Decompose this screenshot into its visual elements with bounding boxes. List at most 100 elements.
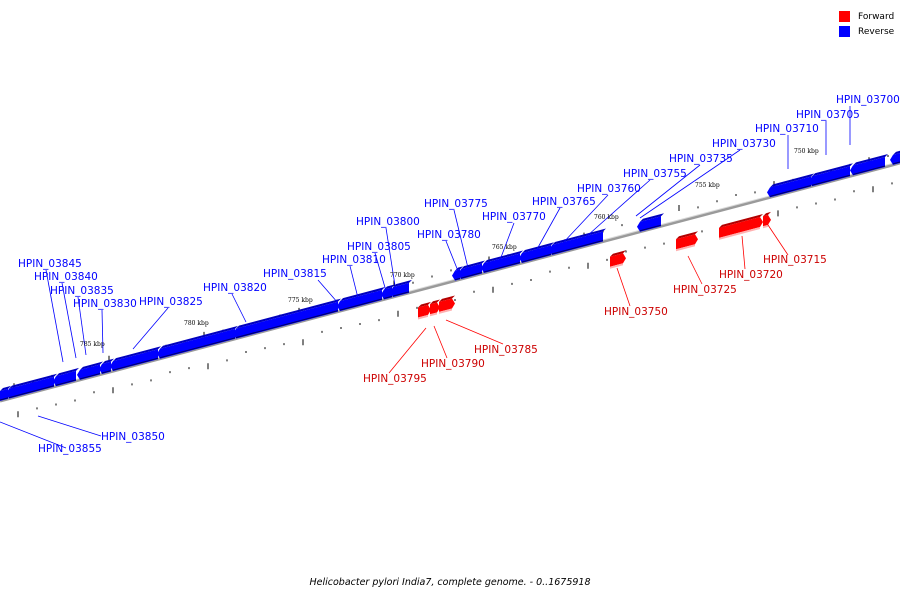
gene-leader-line bbox=[61, 282, 77, 359]
gene-shadow bbox=[439, 308, 452, 314]
gene-label-hpin_03785[interactable]: HPIN_03785 bbox=[474, 344, 538, 356]
gene-label-hpin_03715[interactable]: HPIN_03715 bbox=[763, 254, 827, 266]
gene-label-hpin_03750[interactable]: HPIN_03750 bbox=[604, 306, 668, 318]
gene-hpin_03805-block[interactable] bbox=[381, 284, 395, 300]
gene-edge bbox=[454, 277, 461, 281]
gene-top-face bbox=[393, 279, 412, 288]
gene-edge bbox=[892, 161, 900, 165]
gene-label-hpin_03855[interactable]: HPIN_03855 bbox=[38, 443, 102, 455]
gene-top-face bbox=[418, 301, 431, 308]
gene-hpin_03800-block[interactable] bbox=[390, 279, 412, 298]
scale-label: 785 kbp bbox=[80, 341, 105, 348]
gene-front-face bbox=[574, 231, 603, 249]
gene-label-hpin_03735[interactable]: HPIN_03735 bbox=[669, 153, 733, 165]
gene-hpin_03850-block[interactable] bbox=[0, 385, 11, 401]
gene-top-face bbox=[719, 214, 763, 228]
gene-top-face bbox=[676, 231, 698, 240]
gene-leader-line bbox=[635, 164, 701, 217]
gene-hpin_03810-block[interactable] bbox=[337, 286, 385, 312]
gene-label-hpin_03790[interactable]: HPIN_03790 bbox=[421, 358, 485, 370]
legend-item-forward: Forward bbox=[839, 9, 894, 24]
gene-hpin_03825-block[interactable] bbox=[110, 346, 161, 372]
gene-hpin_03820-block[interactable] bbox=[157, 325, 238, 359]
gene-label-hpin_03840[interactable]: HPIN_03840 bbox=[34, 271, 98, 283]
gene-edge bbox=[639, 224, 662, 232]
gene-label-hpin_03770[interactable]: HPIN_03770 bbox=[482, 211, 546, 223]
gene-label-hpin_03820[interactable]: HPIN_03820 bbox=[203, 282, 267, 294]
gene-label-hpin_03700[interactable]: HPIN_03700 bbox=[836, 94, 900, 106]
gene-label-hpin_03810[interactable]: HPIN_03810 bbox=[322, 254, 386, 266]
gene-labels: HPIN_03700 HPIN_03705 HPIN_03710 HPIN_03730… bbox=[18, 94, 900, 455]
gene-top-face bbox=[853, 153, 888, 166]
gene-label-hpin_03815[interactable]: HPIN_03815 bbox=[263, 268, 327, 280]
gene-leader-line bbox=[374, 252, 387, 292]
gene-leader-line bbox=[765, 221, 789, 256]
gene-hpin_03770-block[interactable] bbox=[481, 250, 523, 274]
gene-hpin_03840-block[interactable] bbox=[53, 367, 79, 387]
gene-front-face bbox=[430, 302, 440, 315]
legend: Forward Reverse bbox=[839, 9, 894, 39]
gene-leader-line bbox=[499, 222, 515, 261]
gene-hpin_03835-block[interactable] bbox=[77, 361, 103, 380]
scale-label: 765 kbp bbox=[492, 244, 517, 251]
gene-label-hpin_03845[interactable]: HPIN_03845 bbox=[18, 258, 82, 270]
gene-label-hpin_03720[interactable]: HPIN_03720 bbox=[719, 269, 783, 281]
gene-top-face bbox=[640, 213, 664, 222]
gene-label-hpin_03780[interactable]: HPIN_03780 bbox=[417, 229, 481, 241]
gene-hpin_03735-block[interactable] bbox=[637, 213, 664, 232]
gene-leader-line bbox=[317, 279, 339, 304]
gene-label-hpin_03825[interactable]: HPIN_03825 bbox=[139, 296, 203, 308]
gene-hpin_03710-block[interactable] bbox=[809, 163, 853, 187]
gene-label-hpin_03725[interactable]: HPIN_03725 bbox=[673, 284, 737, 296]
gene-top-face bbox=[455, 266, 463, 271]
gene-hpin_03775-block[interactable] bbox=[458, 260, 485, 280]
gene-top-face bbox=[812, 163, 853, 177]
gene-hpin_03815-block[interactable] bbox=[233, 298, 341, 339]
gene-hpin_03755-block[interactable] bbox=[574, 228, 606, 249]
gene-hpin_03715-block[interactable] bbox=[763, 211, 771, 229]
gene-edge bbox=[112, 357, 159, 371]
gene-front-face bbox=[381, 287, 392, 300]
gene-edge bbox=[811, 174, 851, 186]
gene-label-hpin_03775[interactable]: HPIN_03775 bbox=[424, 198, 488, 210]
gene-hpin_03750-block[interactable] bbox=[610, 250, 626, 269]
gene-label-hpin_03765[interactable]: HPIN_03765 bbox=[532, 196, 596, 208]
gene-label-hpin_03760[interactable]: HPIN_03760 bbox=[577, 183, 641, 195]
gene-front-face bbox=[418, 304, 431, 318]
gene-hpin_03845-block[interactable] bbox=[6, 373, 57, 399]
gene-label-hpin_03730[interactable]: HPIN_03730 bbox=[712, 138, 776, 150]
gene-label-hpin_03800[interactable]: HPIN_03800 bbox=[356, 216, 420, 228]
forward-swatch bbox=[839, 11, 850, 22]
gene-label-hpin_03835[interactable]: HPIN_03835 bbox=[50, 285, 114, 297]
gene-hpin_03780-block[interactable] bbox=[452, 266, 463, 281]
scale-labels: 785 kbp 780 kbp 775 kbp 770 kbp 765 kbp 760 k… bbox=[80, 148, 819, 348]
gene-hpin_03705-block[interactable] bbox=[850, 153, 888, 176]
gene-leader-line bbox=[433, 325, 448, 359]
gene-leader-line bbox=[101, 309, 104, 354]
gene-hpin_03700-block[interactable] bbox=[890, 150, 900, 165]
gene-hpin_03785-block[interactable] bbox=[439, 295, 455, 314]
gene-hpin_03725-block[interactable] bbox=[676, 231, 698, 252]
gene-front-face bbox=[676, 234, 698, 250]
gene-label-hpin_03755[interactable]: HPIN_03755 bbox=[623, 168, 687, 180]
gene-hpin_03795-block[interactable] bbox=[418, 301, 431, 320]
gene-front-face bbox=[890, 153, 900, 165]
gene-label-hpin_03710[interactable]: HPIN_03710 bbox=[755, 123, 819, 135]
gene-front-face bbox=[850, 156, 885, 176]
gene-label-hpin_03795[interactable]: HPIN_03795 bbox=[363, 373, 427, 385]
gene-label-hpin_03830[interactable]: HPIN_03830 bbox=[73, 298, 137, 310]
gene-label-hpin_03805[interactable]: HPIN_03805 bbox=[347, 241, 411, 253]
gene-hpin_03730-block[interactable] bbox=[767, 173, 814, 198]
gene-hpin_03830-block[interactable] bbox=[99, 358, 114, 375]
gene-front-face bbox=[610, 253, 626, 267]
gene-top-face bbox=[610, 250, 626, 257]
gene-hpin_03720-block[interactable] bbox=[719, 214, 763, 240]
gene-hpin_03790-block[interactable] bbox=[430, 299, 440, 317]
gene-top-face bbox=[56, 367, 79, 377]
gene-edge bbox=[159, 337, 236, 359]
gene-shadow bbox=[719, 227, 760, 240]
gene-label-hpin_03850[interactable]: HPIN_03850 bbox=[101, 431, 165, 443]
gene-label-hpin_03705[interactable]: HPIN_03705 bbox=[796, 109, 860, 121]
scale-label: 760 kbp bbox=[594, 214, 619, 221]
